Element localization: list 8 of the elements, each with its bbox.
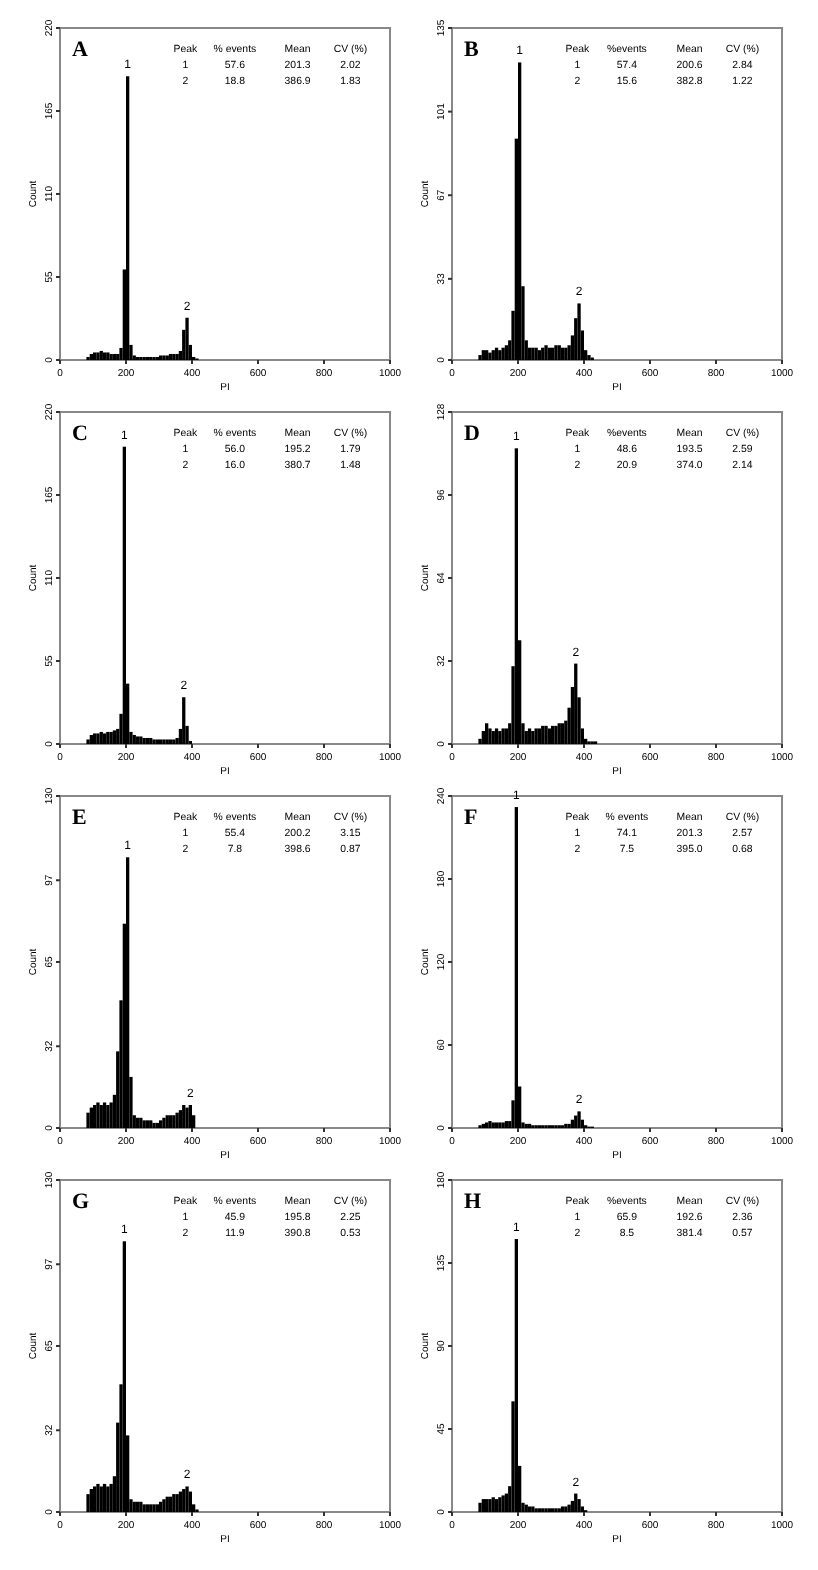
chart-title: C: [72, 422, 88, 446]
chart-title: D: [464, 422, 480, 446]
chart-title: G: [72, 1190, 90, 1214]
chart-title: A: [72, 38, 88, 62]
chart-title: F: [464, 806, 478, 830]
chart-title: E: [72, 806, 87, 830]
chart-title: H: [464, 1190, 482, 1214]
text: B: [464, 38, 480, 62]
